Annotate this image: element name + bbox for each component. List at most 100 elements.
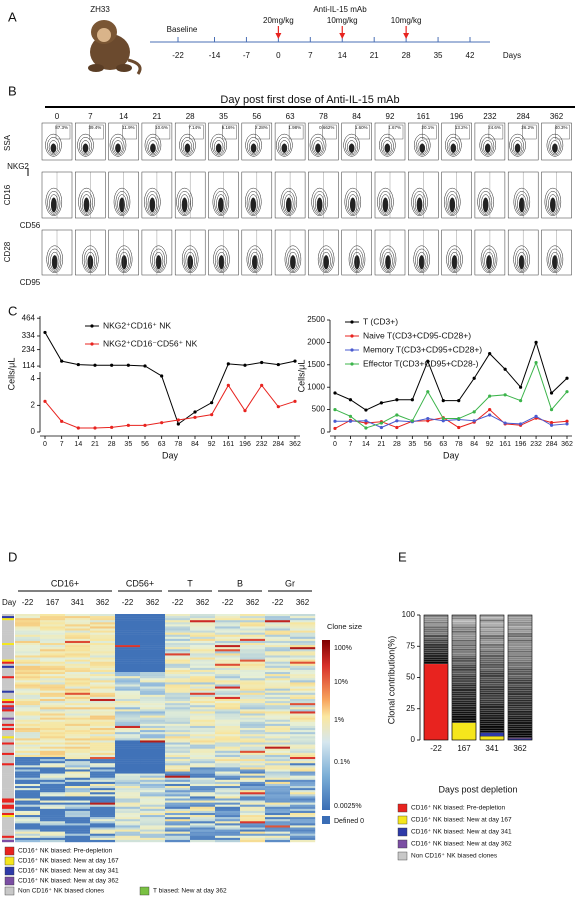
heat-cell [290,752,316,756]
contour [215,143,222,153]
heat-cell [15,616,41,619]
heat-cell [265,775,291,778]
clone-stripe [451,700,477,703]
heat-cell [190,669,216,673]
clone-stripe [423,634,449,638]
series-line [44,384,296,429]
heat-cell [115,754,141,758]
heat-cell [265,618,291,621]
heat-cell [90,672,116,675]
contour [550,197,556,213]
heat-cell [240,763,266,766]
heat-cell [40,669,66,673]
heat-cell [190,800,216,803]
heat-cell [140,819,166,822]
heat-cell [215,707,241,710]
flow-plot [174,122,206,161]
heat-cell [65,808,91,812]
heat-cell [190,661,216,664]
heat-cell [140,614,166,617]
heat-cell [215,692,241,696]
heat-cell [265,783,291,787]
heat-cell [240,676,266,679]
heat-cell [215,686,241,689]
contour [152,248,166,272]
heat-cell [240,651,266,654]
heat-cell [190,686,216,689]
heat-cell [290,698,316,702]
heat-cell [290,763,316,766]
clone-stripe [451,619,477,623]
x-tick-label: 0 [43,441,47,448]
clone-category [2,767,14,770]
heat-cell [290,649,316,652]
heat-cell [265,640,291,644]
heat-cell [65,740,91,743]
heat-cell [240,701,266,704]
contour [384,143,391,153]
x-tick-label: 167 [457,744,471,753]
heat-cell [115,769,141,772]
flow-day: 7 [88,112,93,121]
heat-cell [215,690,241,693]
heat-cell [115,815,141,818]
heat-cell [215,775,241,778]
heat-cell [165,715,191,718]
heat-cell [240,686,266,689]
bar-outline [507,614,533,741]
heat-cell [165,616,191,619]
clone-category [2,742,14,745]
timeline-day: 7 [308,51,313,60]
heat-cell [240,730,266,733]
clone-category [2,829,14,832]
heat-cell [115,798,141,801]
heat-cell [265,680,291,683]
point [379,401,383,405]
heat-cell [290,777,316,781]
legend-marker [350,348,354,352]
heat-cell [215,713,241,716]
timeline-day: -14 [209,51,221,60]
heat-cell [140,622,166,625]
contour [346,140,357,155]
heat-cell [240,740,266,743]
heat-cell [165,690,191,693]
heat-cell [290,674,316,677]
heat-cell [290,790,316,793]
clone-category [2,831,14,834]
x-tick-label: 14 [74,441,82,448]
heat-cell [90,690,116,693]
heat-cell [190,827,216,830]
heat-cell [165,701,191,704]
heat-cell [115,632,141,635]
heat-cell [140,690,166,693]
heat-cell [140,812,166,816]
heat-cell [115,649,141,652]
heat-cell [240,661,266,664]
heat-cell [140,821,166,824]
heat-cell [215,717,241,720]
heat-cell [290,786,316,789]
heat-cell [265,616,291,619]
heat-cell [140,732,166,735]
heat-cell [15,736,41,739]
clone-category [2,663,14,667]
day-label: 362 [196,598,210,607]
heat-cell [115,837,141,841]
heat-cell [90,817,116,820]
heat-cell [115,694,141,698]
heat-cell [40,659,66,662]
contour [311,137,325,156]
heat-cell [115,628,141,631]
point [348,398,353,402]
heat-cell [65,839,91,843]
heat-cell [115,827,141,830]
monkey-icon [88,20,142,75]
heat-cell [40,757,66,760]
heat-cell [65,669,91,673]
heat-cell [40,746,66,749]
heat-cell [165,703,191,706]
colorbar-title: Clone size [327,622,362,631]
legend-label: T (CD3+) [363,316,398,326]
heat-cell [215,672,241,675]
